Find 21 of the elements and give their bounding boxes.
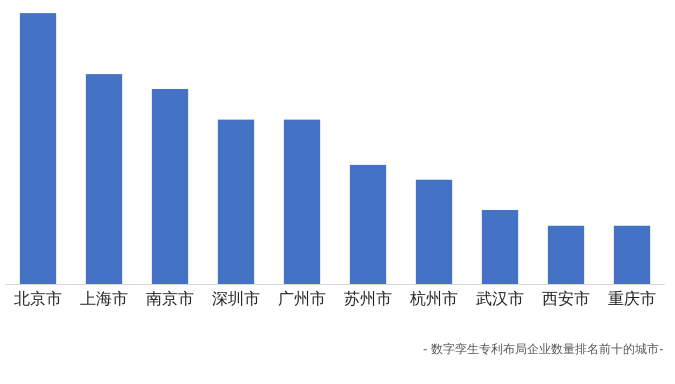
bar — [20, 13, 56, 284]
x-tick-label: 上海市 — [80, 289, 128, 308]
bar — [86, 74, 122, 284]
x-tick-label: 重庆市 — [608, 289, 656, 308]
text: - 数字孪生专利布局企业数量排名前十的城市- — [423, 342, 664, 356]
x-tick-label: 深圳市 — [212, 289, 260, 308]
x-tick-label: 杭州市 — [409, 289, 458, 308]
bar — [350, 164, 386, 284]
x-tick-label: 广州市 — [278, 289, 326, 308]
bar — [482, 210, 518, 284]
x-tick-label: 北京市 — [14, 289, 62, 308]
bar — [416, 180, 452, 284]
bar — [152, 88, 188, 284]
x-tick-label: 苏州市 — [344, 289, 392, 308]
x-tick-label: 西安市 — [542, 289, 590, 308]
bar — [548, 226, 584, 284]
bar — [284, 120, 320, 284]
bar — [218, 120, 254, 284]
bar — [614, 226, 650, 284]
x-tick-label: 南京市 — [146, 289, 194, 308]
x-tick-label: 武汉市 — [476, 289, 524, 308]
